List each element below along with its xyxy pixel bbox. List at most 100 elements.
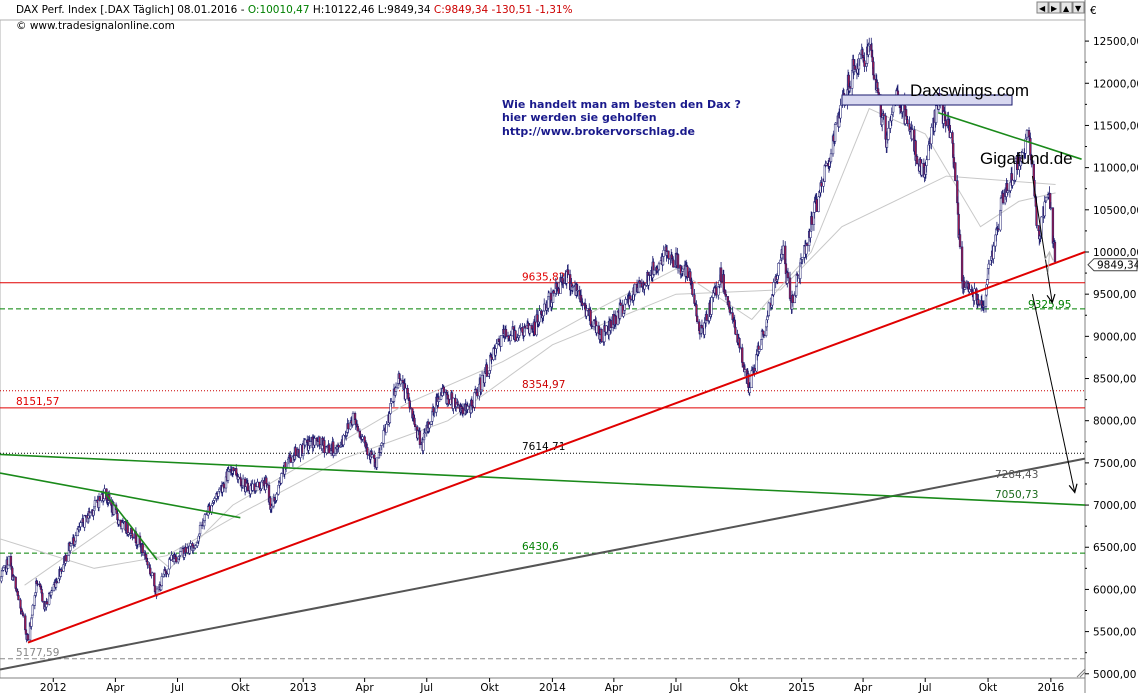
x-tick-label: Jul [419,682,433,693]
y-tick-label: 6500,00 [1093,542,1136,554]
candle-up [127,532,130,535]
candle-up [7,556,11,566]
candle-down [638,280,641,284]
candle-up [280,473,283,484]
candle-up [168,558,171,570]
candle-down [461,408,465,415]
candle-down [165,572,168,575]
candle-down [442,386,445,393]
candle-down [609,320,613,329]
candle-up [342,435,345,446]
last-price-label: 9849,34 [1097,260,1138,272]
candle-up [652,269,656,275]
promo-line-2: hier werden sie geholfen [502,111,657,124]
resize-grip-icon[interactable] [1076,668,1086,678]
candle-down [409,406,412,410]
candle-down [373,454,376,459]
candle-up [767,302,771,316]
level-label: 6430,6 [522,541,559,553]
candle-up [982,306,986,308]
candle-up [509,335,512,342]
candle-up [1025,130,1029,138]
candle-down [581,302,584,306]
candle-up [380,442,383,446]
candle-up [275,493,278,501]
candle-up [251,483,254,491]
candle-down [696,315,699,323]
candle-up [890,114,893,122]
x-tick-label: 2012 [40,682,67,693]
candle-down [882,113,885,117]
candle-down [715,287,718,296]
window-button-left[interactable] [1036,1,1049,14]
candle-up [304,439,307,446]
candle-up [93,500,97,508]
candle-up [299,444,302,458]
window-button-down[interactable] [1072,1,1085,14]
candle-up [633,283,637,295]
source-label: © www.tradesignalonline.com [16,20,175,32]
candle-up [758,349,761,352]
candle-down [552,290,555,294]
trend-line [0,472,241,519]
y-tick-label: 12500,00 [1093,36,1138,48]
level-label: 8151,57 [16,396,59,408]
promo-line-1: Wie handelt man am besten den Dax ? [502,98,741,111]
candle-up [595,325,598,333]
candle-up [743,369,747,373]
x-tick-label: 2013 [290,682,317,693]
level-label: 7614,71 [522,441,565,453]
candle-down [232,467,235,472]
candle-up [834,122,837,125]
candle-down [246,483,250,491]
candle-down [149,567,152,575]
header-part-close: C:9849,34 -130,51 -1,31% [434,4,573,16]
trend-line [937,112,1082,160]
brand-gigafund: Gigafund.de [980,149,1073,168]
x-tick-label: 2016 [1037,682,1064,693]
y-tick-label: 10500,00 [1093,205,1138,217]
candle-up [480,374,484,391]
candle-up [771,294,774,306]
y-tick-label: 8000,00 [1093,416,1136,428]
candle-down [805,243,809,246]
candle-down [589,309,592,326]
window-button-up[interactable] [1060,1,1073,14]
candle-down [366,447,369,456]
level-label: 8354,97 [522,379,565,391]
candle-down [958,234,962,248]
x-tick-label: Jul [918,682,932,693]
candle-up [308,441,312,446]
promo-link[interactable]: http://www.brokervorschlag.de [502,125,695,138]
candle-up [361,436,364,440]
candle-up [543,303,546,312]
candle-up [576,290,579,292]
x-tick-label: Jul [669,682,683,693]
candle-up [390,401,393,404]
candle-up [643,285,646,290]
candle-down [471,405,474,408]
candle-down [848,86,852,89]
candle-up [949,132,952,138]
candle-up [0,570,4,577]
y-tick-label: 7000,00 [1093,500,1136,512]
candle-down [954,162,957,181]
candle-up [777,263,780,276]
candle-down [672,259,675,268]
candle-up [332,453,336,456]
candle-up [934,105,938,123]
candle-down [1053,241,1057,262]
candle-up [375,457,379,468]
candle-up [399,380,402,385]
candle-down [235,468,238,476]
window-button-right[interactable] [1048,1,1061,14]
forecast-arrow-line [1047,251,1050,274]
y-tick-label: 9000,00 [1093,331,1136,343]
x-tick-label: Apr [605,682,624,693]
candle-down [12,575,15,578]
candle-down [447,398,450,405]
candle-up [7,564,10,569]
y-tick-label: 5500,00 [1093,627,1136,639]
candle-up [624,299,627,305]
candle-up [131,537,135,539]
